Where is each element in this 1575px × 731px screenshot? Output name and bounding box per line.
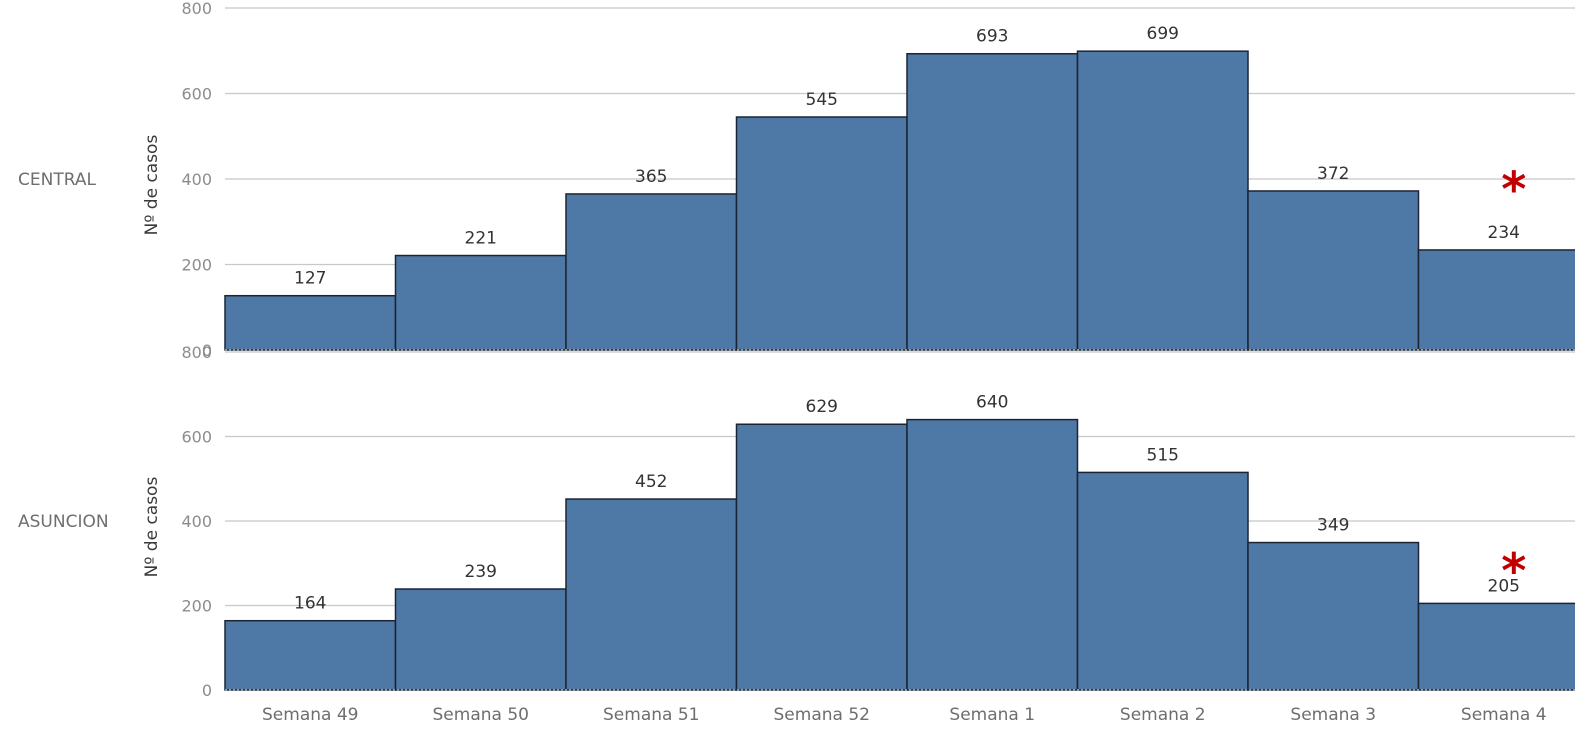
x-tick-label: Semana 49 xyxy=(262,705,358,725)
data-label: 515 xyxy=(1147,445,1179,465)
bar-semana-2 xyxy=(1078,472,1249,690)
row-label: CENTRAL xyxy=(18,170,96,190)
bar-semana-49 xyxy=(225,296,396,350)
asterisk-marker: * xyxy=(1501,162,1526,218)
y-tick-label: 200 xyxy=(181,597,212,616)
y-tick-label: 0 xyxy=(202,681,212,700)
data-label: 221 xyxy=(465,229,497,249)
data-label: 372 xyxy=(1317,164,1349,184)
bar-semana-2 xyxy=(1078,51,1249,350)
row-label: ASUNCION xyxy=(18,512,109,532)
y-axis-title: Nº de casos xyxy=(142,135,162,236)
y-tick-label: 800 xyxy=(181,343,212,362)
bar-semana-3 xyxy=(1248,543,1419,690)
bar-semana-50 xyxy=(396,256,567,350)
data-label: 365 xyxy=(635,167,667,187)
y-tick-label: 200 xyxy=(181,256,212,275)
x-tick-label: Semana 1 xyxy=(949,705,1035,725)
data-label: 234 xyxy=(1488,223,1520,243)
data-label: 239 xyxy=(465,562,497,582)
bar-semana-51 xyxy=(566,499,737,690)
data-label: 699 xyxy=(1147,24,1179,44)
asterisk-marker: * xyxy=(1501,543,1526,599)
x-tick-label: Semana 51 xyxy=(603,705,699,725)
data-label: 452 xyxy=(635,472,667,492)
x-tick-label: Semana 4 xyxy=(1461,705,1547,725)
x-tick-label: Semana 3 xyxy=(1290,705,1376,725)
data-label: 545 xyxy=(806,90,838,110)
y-tick-label: 600 xyxy=(181,85,212,104)
bar-semana-50 xyxy=(396,589,567,690)
data-label: 629 xyxy=(806,397,838,417)
x-axis-labels: Semana 49 Semana 50 Semana 51 Semana 52 Sema… xyxy=(262,705,1547,725)
x-tick-label: Semana 52 xyxy=(774,705,870,725)
x-tick-label: Semana 2 xyxy=(1120,705,1206,725)
bar-semana-4 xyxy=(1419,603,1575,690)
bar-semana-1 xyxy=(907,54,1078,350)
bar-semana-1 xyxy=(907,420,1078,690)
bar-semana-51 xyxy=(566,194,737,350)
bar-semana-52 xyxy=(737,424,908,690)
x-tick-label: Semana 50 xyxy=(433,705,529,725)
data-label: 127 xyxy=(294,269,326,289)
data-label: 164 xyxy=(294,594,326,614)
data-label: 693 xyxy=(976,27,1008,47)
bar-semana-49 xyxy=(225,621,396,690)
y-tick-label: 800 xyxy=(181,0,212,18)
bar-semana-52 xyxy=(737,117,908,350)
y-tick-label: 400 xyxy=(181,170,212,189)
bar-semana-4 xyxy=(1419,250,1575,350)
data-label: 640 xyxy=(976,393,1008,413)
data-label: 349 xyxy=(1317,516,1349,536)
y-tick-label: 600 xyxy=(181,428,212,447)
y-axis-title: Nº de casos xyxy=(142,477,162,578)
bar-semana-3 xyxy=(1248,191,1419,350)
y-tick-label: 400 xyxy=(181,512,212,531)
